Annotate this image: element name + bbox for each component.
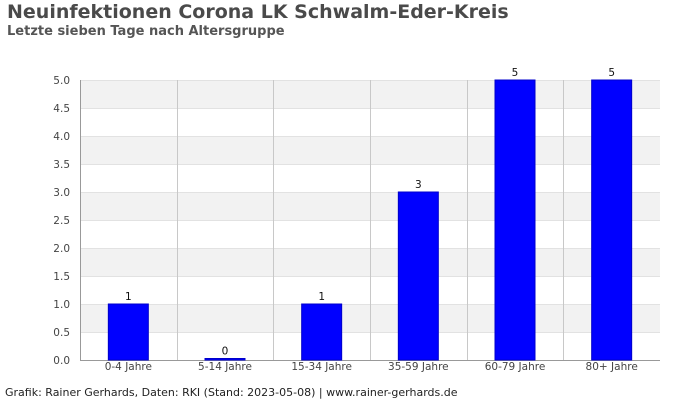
bar: [397, 191, 439, 361]
bar-value-label: 1: [125, 291, 132, 303]
y-tick-label: 4.5: [53, 103, 70, 115]
y-tick-label: 1.5: [53, 271, 70, 283]
bar: [591, 79, 633, 361]
y-tick-label: 5.0: [53, 75, 70, 87]
bar: [107, 303, 149, 361]
y-tick-label: 2.0: [53, 243, 70, 255]
y-tick-label: 4.0: [53, 131, 70, 143]
bar-value-label: 5: [512, 67, 519, 79]
x-tick-label: 0-4 Jahre: [105, 361, 152, 373]
chart-title: Neuinfektionen Corona LK Schwalm-Eder-Kr…: [7, 1, 509, 23]
bar-value-label: 5: [608, 67, 615, 79]
bar-value-label: 0: [222, 346, 229, 358]
y-tick-label: 0.5: [53, 327, 70, 339]
bar: [301, 303, 343, 361]
x-tick-label: 15-34 Jahre: [291, 361, 352, 373]
y-tick-label: 3.5: [53, 159, 70, 171]
y-tick-label: 0.0: [53, 355, 70, 367]
x-tick-label: 35-59 Jahre: [388, 361, 449, 373]
y-tick-label: 1.0: [53, 299, 70, 311]
bar-value-label: 3: [415, 179, 422, 191]
bar-value-label: 1: [318, 291, 325, 303]
x-tick-label: 5-14 Jahre: [198, 361, 252, 373]
x-tick-label: 60-79 Jahre: [485, 361, 546, 373]
source-footer: Grafik: Rainer Gerhards, Daten: RKI (Sta…: [5, 386, 458, 399]
y-tick-label: 3.0: [53, 187, 70, 199]
bar: [494, 79, 536, 361]
chart-subtitle: Letzte sieben Tage nach Altersgruppe: [7, 24, 285, 39]
bar: [204, 358, 246, 361]
x-tick-label: 80+ Jahre: [586, 361, 638, 373]
y-tick-label: 2.5: [53, 215, 70, 227]
